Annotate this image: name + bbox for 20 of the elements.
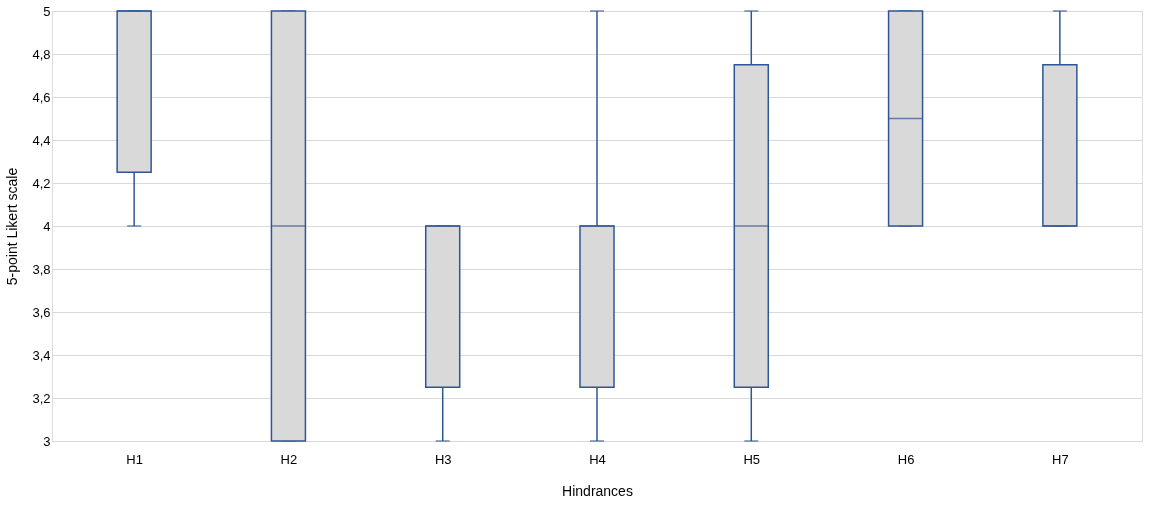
- y-tick-label: 3: [43, 433, 51, 449]
- x-tick-label: H5: [743, 451, 761, 467]
- y-axis-title: 5-point Likert scale: [4, 167, 21, 286]
- x-tick-label: H4: [589, 451, 606, 467]
- y-tick-label: 3,8: [32, 261, 51, 277]
- y-tick-label: 3,6: [32, 304, 51, 320]
- y-tick-label: 4,8: [32, 46, 51, 62]
- y-tick-label: 4,2: [32, 175, 51, 191]
- x-tick-label: H6: [897, 451, 915, 467]
- x-tick-label: H2: [280, 451, 298, 467]
- y-tick-label: 4,4: [32, 132, 51, 148]
- x-tick-label: H3: [434, 451, 452, 467]
- y-tick-label: 4: [43, 218, 51, 234]
- y-tick-label: 4,6: [32, 89, 51, 105]
- x-tick-label: H7: [1052, 451, 1069, 467]
- x-axis-title: Hindrances: [562, 482, 633, 499]
- x-tick-label: H1: [126, 451, 143, 467]
- y-tick-label: 5: [43, 3, 51, 19]
- y-tick-label: 3,4: [32, 347, 51, 363]
- y-tick-label: 3,2: [32, 390, 51, 406]
